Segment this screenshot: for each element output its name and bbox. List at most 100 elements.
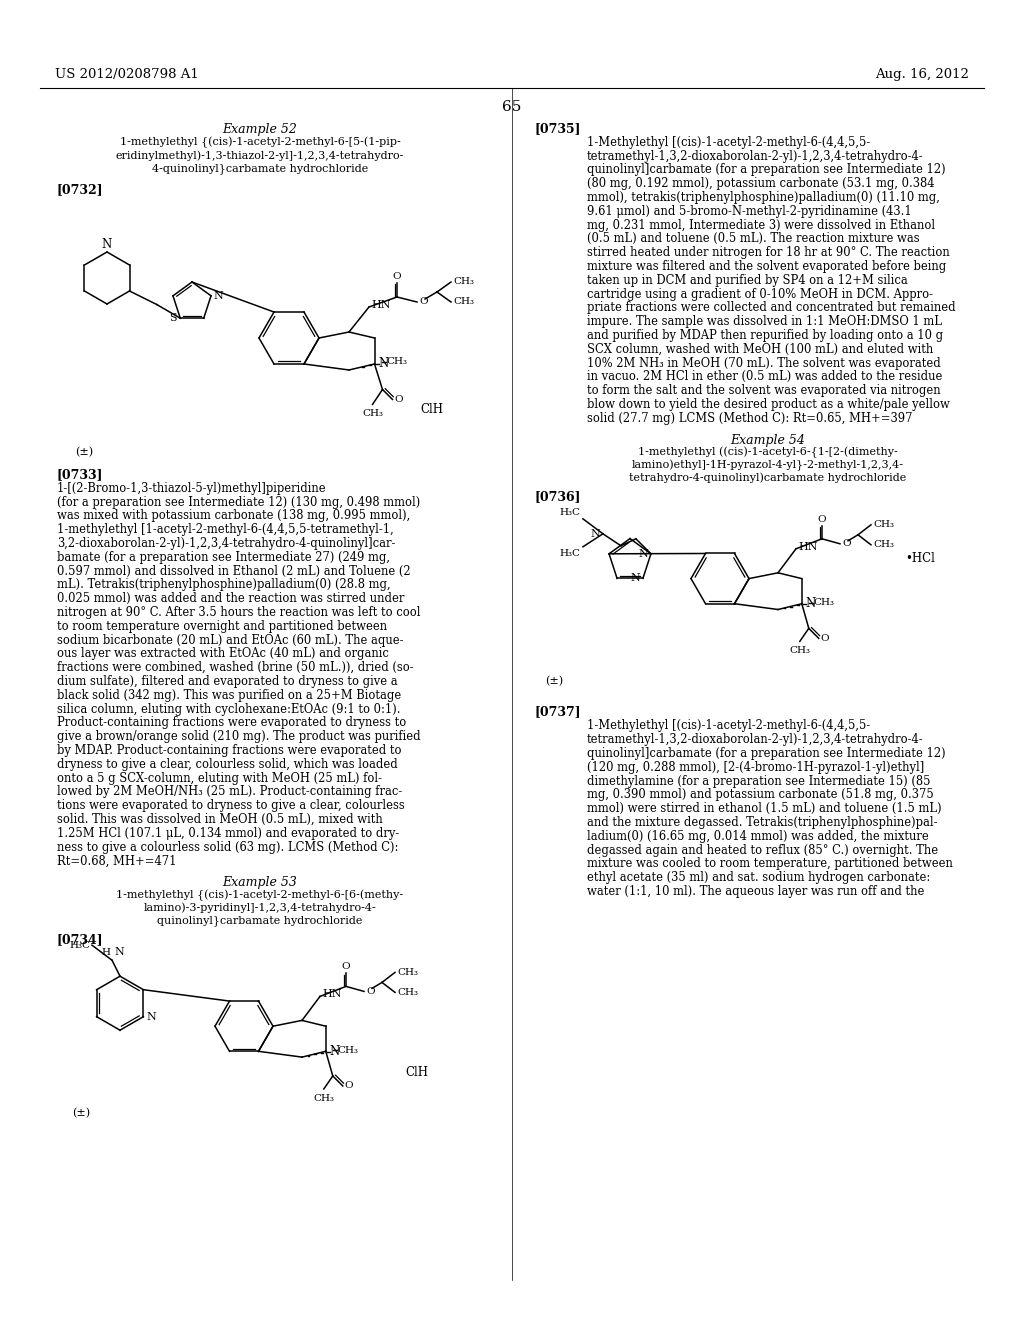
- Text: O: O: [345, 1081, 353, 1090]
- Text: Aug. 16, 2012: Aug. 16, 2012: [876, 69, 969, 81]
- Text: N: N: [630, 573, 640, 583]
- Text: lamino)-3-pyridinyl]-1,2,3,4-tetrahydro-4-: lamino)-3-pyridinyl]-1,2,3,4-tetrahydro-…: [143, 902, 377, 912]
- Text: SCX column, washed with MeOH (100 mL) and eluted with: SCX column, washed with MeOH (100 mL) an…: [587, 343, 933, 356]
- Text: and the mixture degassed. Tetrakis(triphenylphosphine)pal-: and the mixture degassed. Tetrakis(triph…: [587, 816, 938, 829]
- Text: mmol) were stirred in ethanol (1.5 mL) and toluene (1.5 mL): mmol) were stirred in ethanol (1.5 mL) a…: [587, 803, 942, 816]
- Text: ClH: ClH: [406, 1067, 428, 1080]
- Text: N: N: [213, 290, 223, 301]
- Text: mL). Tetrakis(triphenylphosphine)palladium(0) (28.8 mg,: mL). Tetrakis(triphenylphosphine)palladi…: [57, 578, 390, 591]
- Text: N: N: [330, 1045, 340, 1057]
- Text: CH₃: CH₃: [313, 1094, 334, 1104]
- Text: nitrogen at 90° C. After 3.5 hours the reaction was left to cool: nitrogen at 90° C. After 3.5 hours the r…: [57, 606, 421, 619]
- Text: [0737]: [0737]: [535, 706, 582, 718]
- Text: S: S: [170, 313, 177, 323]
- Text: 4-quinolinyl}carbamate hydrochloride: 4-quinolinyl}carbamate hydrochloride: [152, 162, 368, 174]
- Text: 0.597 mmol) and dissolved in Ethanol (2 mL) and Toluene (2: 0.597 mmol) and dissolved in Ethanol (2 …: [57, 565, 411, 578]
- Text: ness to give a colourless solid (63 mg). LCMS (Method C):: ness to give a colourless solid (63 mg).…: [57, 841, 398, 854]
- Text: [0736]: [0736]: [535, 491, 582, 504]
- Text: mg, 0.390 mmol) and potassium carbonate (51.8 mg, 0.375: mg, 0.390 mmol) and potassium carbonate …: [587, 788, 934, 801]
- Text: [0734]: [0734]: [57, 933, 103, 946]
- Text: 0.025 mmol) was added and the reaction was stirred under: 0.025 mmol) was added and the reaction w…: [57, 593, 404, 605]
- Text: CH₃: CH₃: [873, 540, 894, 549]
- Text: O: O: [821, 634, 829, 643]
- Text: dium sulfate), filtered and evaporated to dryness to give a: dium sulfate), filtered and evaporated t…: [57, 675, 397, 688]
- Text: solid. This was dissolved in MeOH (0.5 mL), mixed with: solid. This was dissolved in MeOH (0.5 m…: [57, 813, 383, 826]
- Text: Example 52: Example 52: [222, 123, 297, 136]
- Text: 1-methylethyl {(cis)-1-acetyl-2-methyl-6-[5-(1-pip-: 1-methylethyl {(cis)-1-acetyl-2-methyl-6…: [120, 137, 400, 148]
- Text: mg, 0.231 mmol, Intermediate 3) were dissolved in Ethanol: mg, 0.231 mmol, Intermediate 3) were dis…: [587, 219, 935, 231]
- Text: 10% 2M NH₃ in MeOH (70 mL). The solvent was evaporated: 10% 2M NH₃ in MeOH (70 mL). The solvent …: [587, 356, 941, 370]
- Text: N: N: [590, 529, 600, 539]
- Text: tetramethyl-1,3,2-dioxaborolan-2-yl)-1,2,3,4-tetrahydro-4-: tetramethyl-1,3,2-dioxaborolan-2-yl)-1,2…: [587, 733, 924, 746]
- Text: ladium(0) (16.65 mg, 0.014 mmol) was added, the mixture: ladium(0) (16.65 mg, 0.014 mmol) was add…: [587, 830, 929, 842]
- Text: (±): (±): [545, 676, 563, 686]
- Text: degassed again and heated to reflux (85° C.) overnight. The: degassed again and heated to reflux (85°…: [587, 843, 938, 857]
- Text: sodium bicarbonate (20 mL) and EtOAc (60 mL). The aque-: sodium bicarbonate (20 mL) and EtOAc (60…: [57, 634, 403, 647]
- Text: CH₃: CH₃: [397, 968, 418, 977]
- Text: CH₃: CH₃: [386, 358, 407, 367]
- Text: taken up in DCM and purified by SP4 on a 12+M silica: taken up in DCM and purified by SP4 on a…: [587, 273, 907, 286]
- Text: stirred heated under nitrogen for 18 hr at 90° C. The reaction: stirred heated under nitrogen for 18 hr …: [587, 247, 949, 259]
- Text: CH₃: CH₃: [397, 987, 418, 997]
- Text: (±): (±): [72, 1109, 90, 1118]
- Text: 1-methylethyl ((cis)-1-acetyl-6-{1-[2-(dimethy-: 1-methylethyl ((cis)-1-acetyl-6-{1-[2-(d…: [638, 446, 898, 458]
- Text: CH₃: CH₃: [453, 277, 474, 286]
- Text: in vacuo. 2M HCl in ether (0.5 mL) was added to the residue: in vacuo. 2M HCl in ether (0.5 mL) was a…: [587, 371, 942, 383]
- Text: 1-methylethyl {(cis)-1-acetyl-2-methyl-6-[6-(methy-: 1-methylethyl {(cis)-1-acetyl-2-methyl-6…: [117, 890, 403, 900]
- Text: dryness to give a clear, colourless solid, which was loaded: dryness to give a clear, colourless soli…: [57, 758, 397, 771]
- Text: (0.5 mL) and toluene (0.5 mL). The reaction mixture was: (0.5 mL) and toluene (0.5 mL). The react…: [587, 232, 920, 246]
- Text: was mixed with potassium carbonate (138 mg, 0.995 mmol),: was mixed with potassium carbonate (138 …: [57, 510, 411, 523]
- Text: lamino)ethyl]-1H-pyrazol-4-yl}-2-methyl-1,2,3,4-: lamino)ethyl]-1H-pyrazol-4-yl}-2-methyl-…: [632, 459, 904, 471]
- Text: quinolinyl}carbamate hydrochloride: quinolinyl}carbamate hydrochloride: [158, 915, 362, 927]
- Text: black solid (342 mg). This was purified on a 25+M Biotage: black solid (342 mg). This was purified …: [57, 689, 401, 702]
- Text: H₃C: H₃C: [69, 941, 90, 949]
- Text: water (1:1, 10 ml). The aqueous layer was run off and the: water (1:1, 10 ml). The aqueous layer wa…: [587, 884, 925, 898]
- Text: N: N: [146, 1011, 156, 1022]
- Text: 3,2-dioxaborolan-2-yl)-1,2,3,4-tetrahydro-4-quinolinyl]car-: 3,2-dioxaborolan-2-yl)-1,2,3,4-tetrahydr…: [57, 537, 395, 550]
- Text: silica column, eluting with cyclohexane:EtOAc (9:1 to 0:1).: silica column, eluting with cyclohexane:…: [57, 702, 400, 715]
- Text: quinolinyl]carbamate (for a preparation see Intermediate 12): quinolinyl]carbamate (for a preparation …: [587, 164, 945, 177]
- Text: (120 mg, 0.288 mmol), [2-(4-bromo-1H-pyrazol-1-yl)ethyl]: (120 mg, 0.288 mmol), [2-(4-bromo-1H-pyr…: [587, 760, 925, 774]
- Text: 1-methylethyl [1-acetyl-2-methyl-6-(4,4,5,5-tetramethyl-1,: 1-methylethyl [1-acetyl-2-methyl-6-(4,4,…: [57, 523, 394, 536]
- Text: 1-Methylethyl [(cis)-1-acetyl-2-methyl-6-(4,4,5,5-: 1-Methylethyl [(cis)-1-acetyl-2-methyl-6…: [587, 719, 870, 733]
- Text: and purified by MDAP then repurified by loading onto a 10 g: and purified by MDAP then repurified by …: [587, 329, 943, 342]
- Text: 1-Methylethyl [(cis)-1-acetyl-2-methyl-6-(4,4,5,5-: 1-Methylethyl [(cis)-1-acetyl-2-methyl-6…: [587, 136, 870, 149]
- Text: mixture was filtered and the solvent evaporated before being: mixture was filtered and the solvent eva…: [587, 260, 946, 273]
- Text: impure. The sample was dissolved in 1:1 MeOH:DMSO 1 mL: impure. The sample was dissolved in 1:1 …: [587, 315, 942, 329]
- Text: Example 54: Example 54: [730, 433, 806, 446]
- Text: [0733]: [0733]: [57, 469, 103, 480]
- Text: to room temperature overnight and partitioned between: to room temperature overnight and partit…: [57, 620, 387, 632]
- Text: O: O: [419, 297, 428, 306]
- Text: N: N: [101, 238, 112, 251]
- Text: CH₃: CH₃: [813, 598, 834, 607]
- Text: solid (27.7 mg) LCMS (Method C): Rt=0.65, MH+=397: solid (27.7 mg) LCMS (Method C): Rt=0.65…: [587, 412, 912, 425]
- Text: CH₃: CH₃: [362, 409, 383, 418]
- Text: blow down to yield the desired product as a white/pale yellow: blow down to yield the desired product a…: [587, 399, 950, 411]
- Text: US 2012/0208798 A1: US 2012/0208798 A1: [55, 69, 199, 81]
- Text: (for a preparation see Intermediate 12) (130 mg, 0.498 mmol): (for a preparation see Intermediate 12) …: [57, 495, 420, 508]
- Text: quinolinyl]carbamate (for a preparation see Intermediate 12): quinolinyl]carbamate (for a preparation …: [587, 747, 945, 760]
- Text: H₃C: H₃C: [560, 549, 581, 558]
- Text: HN: HN: [322, 990, 341, 999]
- Text: O: O: [818, 515, 826, 524]
- Text: tions were evaporated to dryness to give a clear, colourless: tions were evaporated to dryness to give…: [57, 799, 404, 812]
- Text: [0732]: [0732]: [57, 183, 103, 195]
- Text: HN: HN: [371, 300, 390, 310]
- Text: 65: 65: [503, 100, 521, 114]
- Text: 1-[(2-Bromo-1,3-thiazol-5-yl)methyl]piperidine: 1-[(2-Bromo-1,3-thiazol-5-yl)methyl]pipe…: [57, 482, 327, 495]
- Text: 1.25M HCl (107.1 μL, 0.134 mmol) and evaporated to dry-: 1.25M HCl (107.1 μL, 0.134 mmol) and eva…: [57, 826, 399, 840]
- Text: O: O: [394, 395, 403, 404]
- Text: eridinylmethyl)-1,3-thiazol-2-yl]-1,2,3,4-tetrahydro-: eridinylmethyl)-1,3-thiazol-2-yl]-1,2,3,…: [116, 150, 404, 161]
- Text: (±): (±): [75, 447, 93, 457]
- Text: N: N: [379, 358, 389, 371]
- Text: H₃C: H₃C: [560, 508, 581, 517]
- Text: by MDAP. Product-containing fractions were evaporated to: by MDAP. Product-containing fractions we…: [57, 744, 401, 756]
- Text: ethyl acetate (35 ml) and sat. sodium hydrogen carbonate:: ethyl acetate (35 ml) and sat. sodium hy…: [587, 871, 930, 884]
- Text: O: O: [366, 987, 375, 995]
- Text: O: O: [342, 962, 350, 972]
- Text: give a brown/orange solid (210 mg). The product was purified: give a brown/orange solid (210 mg). The …: [57, 730, 421, 743]
- Text: N: N: [806, 597, 816, 610]
- Text: onto a 5 g SCX-column, eluting with MeOH (25 mL) fol-: onto a 5 g SCX-column, eluting with MeOH…: [57, 772, 382, 784]
- Text: priate fractions were collected and concentrated but remained: priate fractions were collected and conc…: [587, 301, 955, 314]
- Text: Product-containing fractions were evaporated to dryness to: Product-containing fractions were evapor…: [57, 717, 407, 730]
